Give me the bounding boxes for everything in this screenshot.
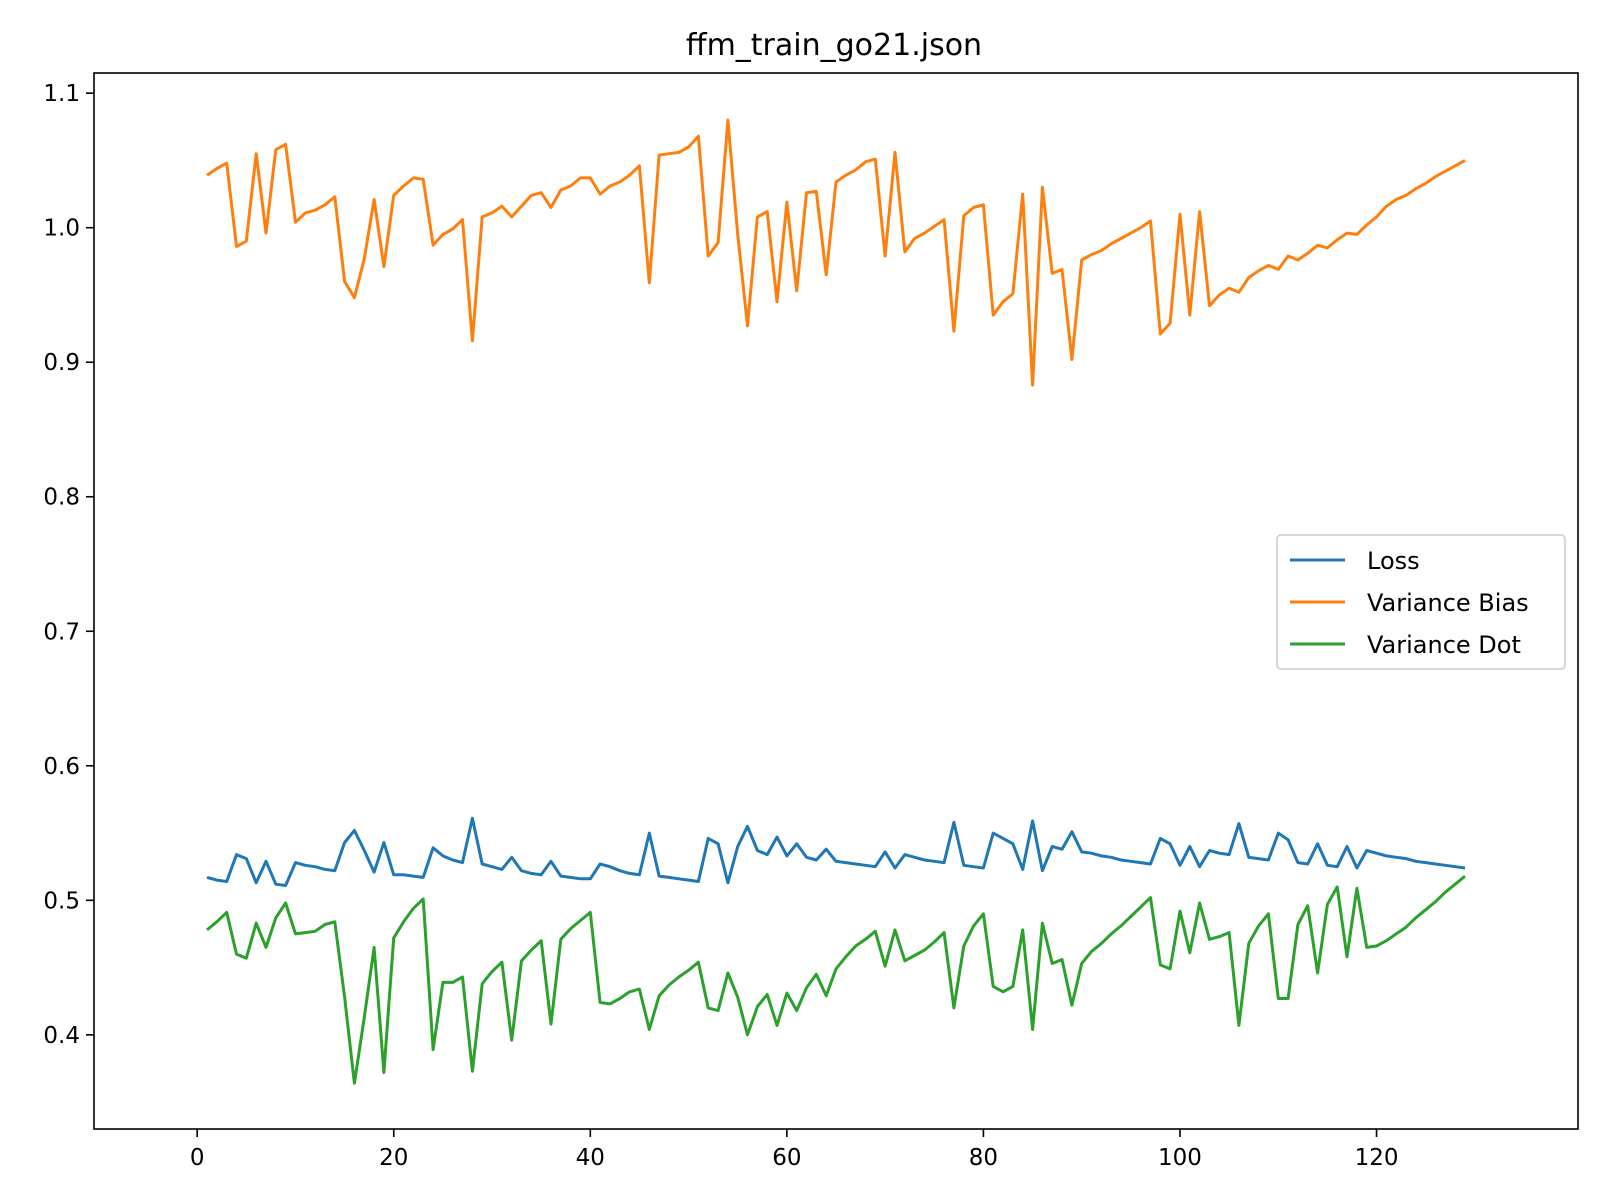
- x-tick-label: 100: [1158, 1145, 1202, 1171]
- x-tick-label: 60: [772, 1145, 801, 1171]
- y-tick-label: 0.4: [43, 1023, 80, 1049]
- legend-label-variance-bias: Variance Bias: [1367, 589, 1529, 617]
- chart-title: ffm_train_go21.json: [686, 28, 982, 63]
- y-tick-label: 1.1: [43, 81, 80, 107]
- series-line-variance-dot: [206, 874, 1466, 1085]
- x-axis: 0 20 40 60 80 100 120: [190, 1129, 1399, 1171]
- x-tick-label: 20: [379, 1145, 408, 1171]
- series-line-loss: [206, 816, 1466, 887]
- x-tick-label: 0: [190, 1145, 205, 1171]
- legend: Loss Variance Bias Variance Dot: [1276, 534, 1566, 670]
- legend-label-variance-dot: Variance Dot: [1367, 631, 1521, 659]
- y-tick-label: 0.9: [43, 350, 80, 376]
- plot-area-frame: [93, 72, 1579, 1130]
- x-tick-label: 80: [969, 1145, 998, 1171]
- legend-label-loss: Loss: [1367, 547, 1420, 575]
- series-layer: [206, 118, 1466, 1085]
- x-tick-label: 120: [1355, 1145, 1399, 1171]
- y-tick-label: 0.5: [43, 888, 80, 914]
- y-axis: 0.4 0.5 0.6 0.7 0.8 0.9 1.0 1.1: [43, 81, 94, 1049]
- y-tick-label: 0.6: [43, 754, 80, 780]
- y-tick-label: 0.7: [43, 619, 80, 645]
- x-tick-label: 40: [576, 1145, 605, 1171]
- series-line-variance-bias: [206, 118, 1466, 387]
- y-tick-label: 0.8: [43, 485, 80, 511]
- y-tick-label: 1.0: [43, 216, 80, 242]
- legend-box: [1276, 534, 1566, 670]
